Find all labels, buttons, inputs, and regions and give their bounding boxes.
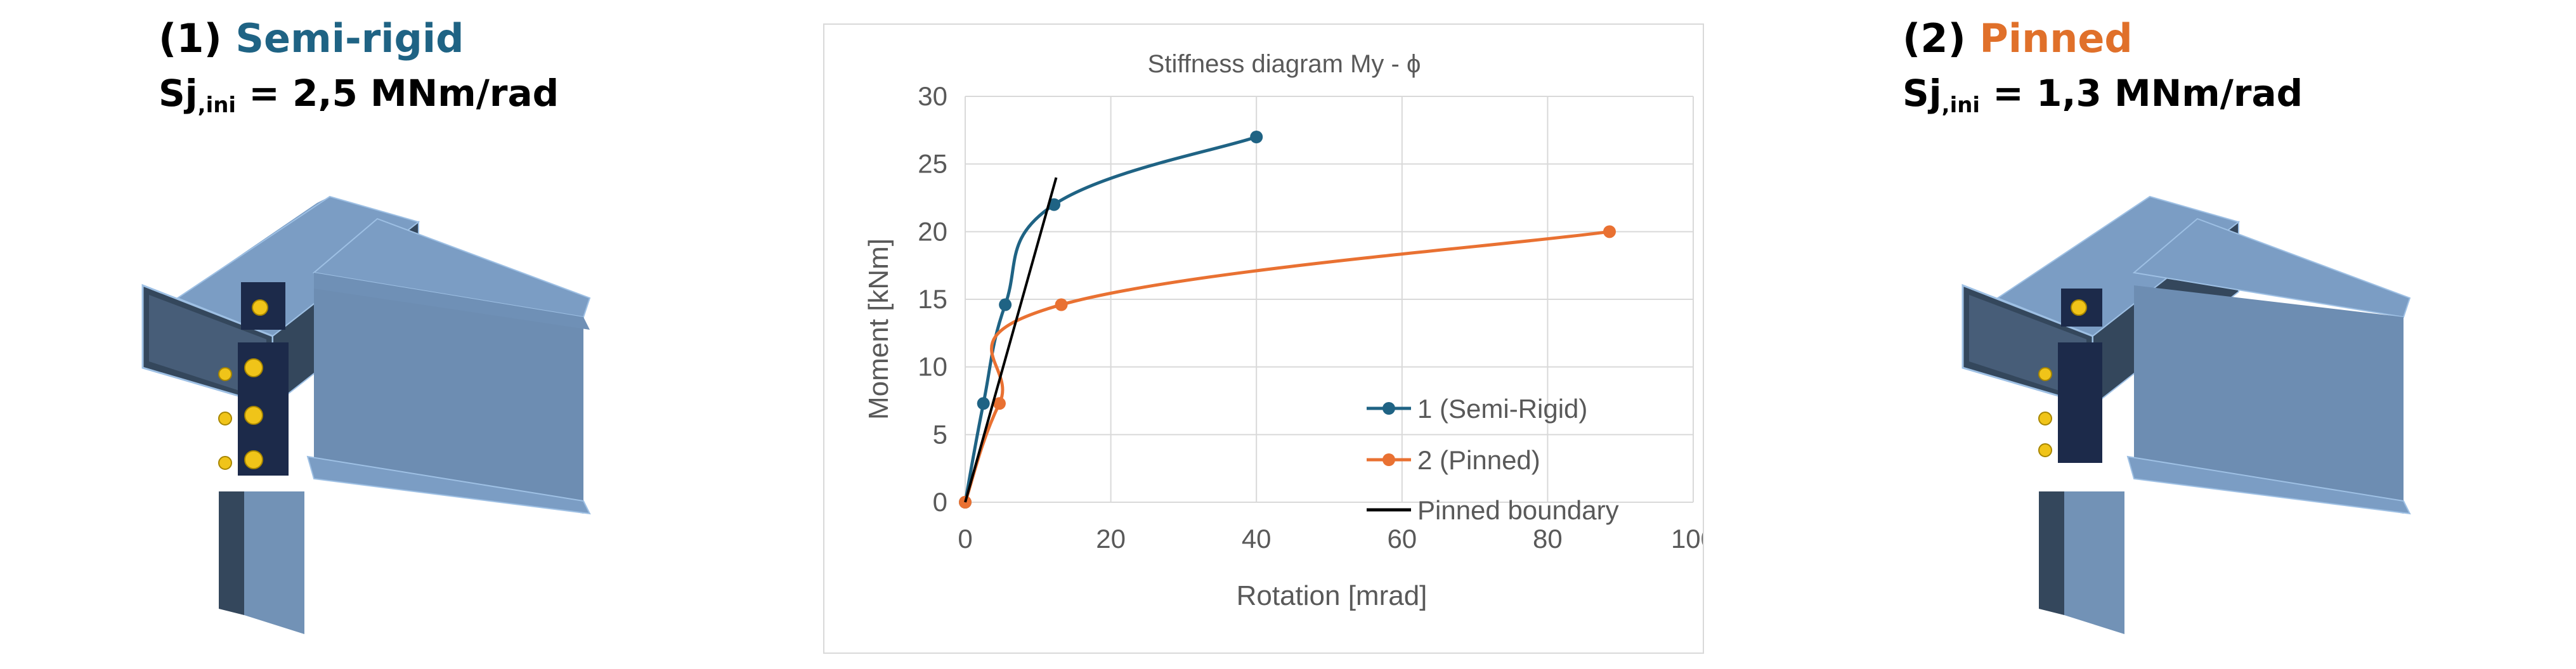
data-point xyxy=(1603,225,1616,238)
right-stiffness-value: = 1,3 MNm/rad xyxy=(1993,72,2303,115)
legend-marker xyxy=(1382,453,1395,466)
right-type-label: Pinned xyxy=(1979,15,2133,62)
y-tick-label: 25 xyxy=(918,149,947,179)
x-tick-label: 60 xyxy=(1387,524,1417,554)
x-tick-label: 100 xyxy=(1671,524,1703,554)
y-tick-label: 0 xyxy=(933,487,947,517)
right-stiffness: Sj,ini = 1,3 MNm/rad xyxy=(1903,75,2303,116)
legend-label: 1 (Semi-Rigid) xyxy=(1417,394,1587,424)
chart-canvas: Stiffness diagram My - ϕ 0 5 10 15 20 25 30 0 2… xyxy=(863,50,1715,611)
data-point xyxy=(1055,298,1068,311)
x-tick-label: 80 xyxy=(1533,524,1563,554)
legend-label: Pinned boundary xyxy=(1417,495,1619,525)
pinned-joint-illustration xyxy=(1961,195,2411,634)
semi-rigid-joint-illustration xyxy=(141,195,591,634)
left-stiffness-value: = 2,5 MNm/rad xyxy=(249,72,559,115)
data-point xyxy=(1250,131,1263,143)
x-tick-label: 40 xyxy=(1242,524,1272,554)
right-stiffness-subscript: ,ini xyxy=(1941,93,1981,118)
legend-label: 2 (Pinned) xyxy=(1417,445,1540,475)
x-axis-label: Rotation [mrad] xyxy=(1237,580,1428,611)
y-tick-label: 15 xyxy=(918,284,947,314)
right-title: (2) Pinned xyxy=(1903,19,2133,58)
series-line-2 xyxy=(963,230,1610,503)
left-type-label: Semi-rigid xyxy=(235,15,464,62)
data-point xyxy=(992,397,1006,410)
right-stiffness-symbol: Sj xyxy=(1903,72,1942,115)
data-point xyxy=(1048,198,1061,211)
y-tick-label: 30 xyxy=(918,81,947,111)
stiffness-chart: Stiffness diagram My - ϕ 0 5 10 15 20 25 30 0 2… xyxy=(823,23,1715,654)
right-number: (2) xyxy=(1903,15,1966,62)
legend-marker xyxy=(1382,402,1395,415)
left-stiffness-subscript: ,ini xyxy=(197,93,237,118)
x-tick-label: 20 xyxy=(1096,524,1126,554)
data-point xyxy=(977,397,990,410)
left-stiffness-symbol: Sj xyxy=(159,72,198,115)
x-tick-label: 0 xyxy=(958,524,972,554)
left-title: (1) Semi-rigid xyxy=(159,19,464,58)
series-line-3 xyxy=(964,177,1058,503)
data-point xyxy=(999,298,1012,311)
left-number: (1) xyxy=(159,15,222,62)
left-stiffness: Sj,ini = 2,5 MNm/rad xyxy=(159,75,559,116)
chart-title: Stiffness diagram My - ϕ xyxy=(1148,50,1421,78)
series-line-1 xyxy=(963,135,1257,503)
y-axis-label: Moment [kNm] xyxy=(863,238,894,420)
y-tick-label: 5 xyxy=(933,419,947,449)
y-tick-label: 10 xyxy=(918,352,947,382)
y-tick-label: 20 xyxy=(918,216,947,246)
